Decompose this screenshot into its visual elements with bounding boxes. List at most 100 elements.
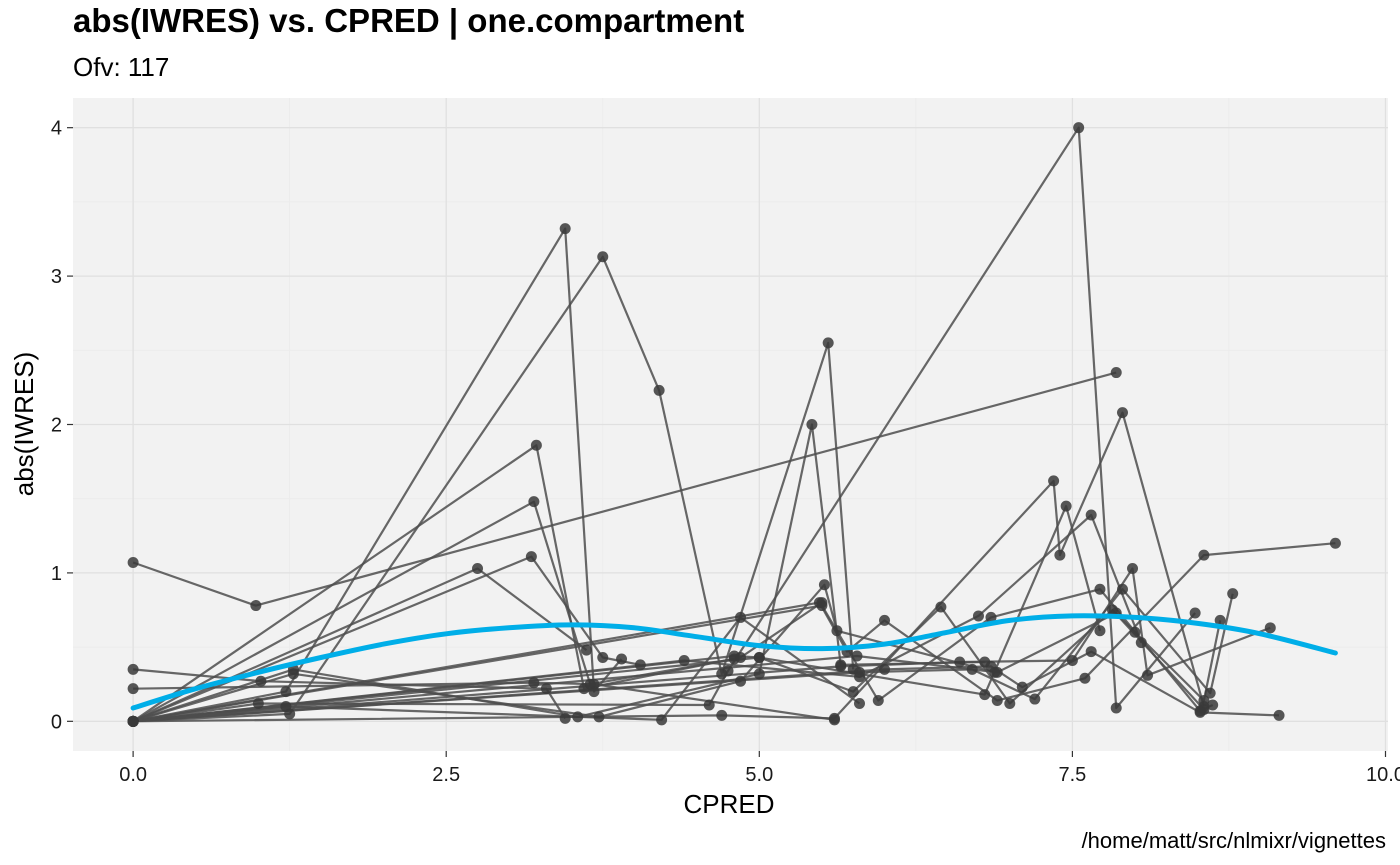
data-point — [735, 675, 747, 687]
y-tick-label: 1 — [51, 563, 62, 585]
data-point — [580, 644, 592, 656]
data-point — [1116, 583, 1128, 595]
data-point — [530, 439, 542, 451]
data-point — [818, 579, 830, 591]
data-point — [853, 666, 865, 678]
data-point — [851, 650, 863, 662]
y-tick-label: 2 — [51, 415, 62, 437]
data-point — [1142, 669, 1154, 681]
data-point — [597, 251, 609, 263]
series-points — [127, 122, 1341, 727]
data-point — [528, 677, 540, 689]
y-tick-label: 4 — [51, 118, 62, 140]
data-point — [1054, 549, 1066, 561]
tick-labels: 0.0 2.5 5.0 7.5 10.0 0 1 2 3 4 — [51, 118, 1400, 786]
x-tick-label: 7.5 — [1058, 764, 1086, 786]
data-point — [822, 337, 834, 349]
data-point — [753, 668, 765, 680]
data-point — [597, 652, 609, 664]
data-point — [879, 614, 891, 626]
data-point — [979, 689, 991, 701]
series-line — [132, 513, 1143, 723]
data-point — [716, 709, 728, 721]
chart-subtitle: Ofv: 117 — [73, 52, 170, 82]
data-point — [853, 698, 865, 710]
data-point — [653, 384, 665, 396]
data-point — [1079, 672, 1091, 684]
data-point — [831, 625, 843, 637]
data-point — [966, 663, 978, 675]
data-point — [528, 496, 540, 508]
data-point — [634, 659, 646, 671]
x-tick-label: 2.5 — [432, 764, 460, 786]
data-point — [1207, 699, 1219, 711]
data-point — [280, 686, 292, 698]
data-point — [879, 663, 891, 675]
data-point — [584, 678, 596, 690]
data-point — [559, 712, 571, 724]
data-point — [127, 663, 139, 675]
data-point — [835, 660, 847, 672]
data-point — [1194, 706, 1206, 718]
data-point — [1127, 562, 1139, 574]
data-point — [735, 611, 747, 623]
data-point — [255, 675, 267, 687]
data-point — [847, 686, 859, 698]
data-point — [1204, 687, 1216, 699]
data-point — [656, 714, 668, 726]
data-point — [1116, 407, 1128, 419]
x-tick-label: 10.0 — [1366, 764, 1400, 786]
data-point — [972, 610, 984, 622]
data-point — [722, 665, 734, 677]
data-point — [872, 695, 884, 707]
data-point — [280, 700, 292, 712]
data-point — [572, 711, 584, 723]
data-point — [1029, 693, 1041, 705]
data-point — [1094, 583, 1106, 595]
data-point — [1004, 698, 1016, 710]
y-tick-label: 3 — [51, 266, 62, 288]
data-point — [1214, 614, 1226, 626]
data-point — [1273, 709, 1285, 721]
data-point — [127, 715, 139, 727]
data-point — [540, 683, 552, 695]
data-point — [1198, 549, 1210, 561]
smooth-trend-line — [130, 613, 1338, 711]
data-point — [1066, 654, 1078, 666]
data-point — [828, 712, 840, 724]
data-point — [991, 666, 1003, 678]
data-point — [1264, 622, 1276, 634]
data-point — [1016, 681, 1028, 693]
data-point — [806, 419, 818, 430]
data-point — [127, 557, 139, 569]
data-point — [1135, 637, 1147, 649]
data-point — [935, 601, 947, 613]
series-line — [132, 542, 1336, 723]
data-point — [1189, 607, 1201, 619]
major-gridlines — [73, 98, 1388, 751]
data-point — [252, 698, 264, 710]
data-point — [678, 654, 690, 666]
data-point — [728, 650, 740, 662]
y-tick-label: 0 — [51, 711, 62, 733]
chart-title: abs(IWRES) vs. CPRED | one.compartment — [73, 2, 745, 39]
data-point — [1085, 509, 1097, 521]
data-point — [1129, 626, 1141, 638]
y-axis-title: abs(IWRES) — [9, 352, 39, 496]
data-point — [250, 600, 262, 612]
chart-caption: /home/matt/src/nlmixr/vignettes — [1081, 828, 1386, 853]
data-point — [1329, 537, 1341, 549]
series-line — [132, 500, 735, 723]
x-tick-label: 5.0 — [745, 764, 773, 786]
data-point — [954, 656, 966, 668]
axis-ticks — [67, 127, 1387, 757]
data-point — [593, 711, 605, 723]
data-point — [127, 683, 139, 695]
data-point — [1085, 646, 1097, 658]
x-axis-title: CPRED — [683, 789, 774, 819]
x-tick-label: 0.0 — [119, 764, 147, 786]
data-point — [1110, 367, 1122, 379]
data-point — [1094, 625, 1106, 637]
data-point — [1227, 588, 1239, 600]
